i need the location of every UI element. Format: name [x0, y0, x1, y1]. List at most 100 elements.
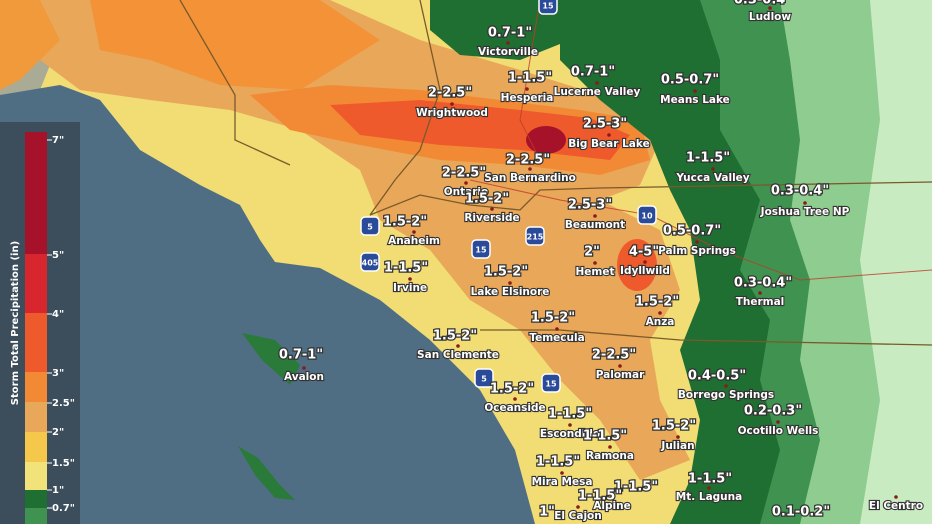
precip-amount: 2.5-3" [568, 198, 612, 213]
city-name: Palm Springs [658, 245, 736, 257]
legend-swatch [25, 490, 47, 508]
city-dot [525, 87, 529, 91]
highway-shield [541, 373, 561, 393]
city-name: Anaheim [388, 235, 440, 247]
legend-bar [25, 132, 47, 524]
legend-label: 1" [52, 485, 64, 496]
zone-green-dark [430, 0, 570, 60]
precip-amount: 1.5-2" [531, 311, 575, 326]
city-dot [456, 344, 460, 348]
island [242, 333, 300, 385]
highway-number: 5 [481, 375, 487, 384]
city-dot [707, 486, 711, 490]
city-dot [576, 505, 580, 509]
precip-amount: 2-2.5" [428, 86, 472, 101]
legend-swatch [25, 462, 47, 490]
road [519, 0, 541, 161]
precip-amount: 1" [539, 505, 555, 520]
highway-shield [637, 205, 657, 225]
city-name: Means Lake [660, 94, 730, 106]
city-dot [643, 260, 647, 264]
boundary [369, 0, 441, 216]
precip-amount: 0.7-1" [488, 26, 532, 41]
city-dot [412, 230, 416, 234]
city-dot [610, 495, 614, 499]
city-name: Lucerne Valley [554, 86, 641, 98]
city-name: Ramona [586, 450, 634, 462]
highway-number: 10 [641, 212, 653, 221]
highway-shield [538, 0, 558, 15]
city-name: Hemet [576, 266, 615, 278]
legend-swatch [25, 508, 47, 524]
precip-amount: 2-2.5" [592, 348, 636, 363]
precip-amount: 1.5-2" [383, 215, 427, 230]
boundary [369, 181, 932, 216]
precip-amount: 0.5-0.7" [663, 224, 721, 239]
city-name: Irvine [393, 282, 427, 294]
precip-amount: 1-1.5" [686, 151, 730, 166]
legend-swatch [25, 432, 47, 462]
zone-orange [0, 0, 60, 90]
city-name: Wrightwood [416, 107, 488, 119]
legend-label: 2.5" [52, 398, 75, 409]
precip-amount: 1.5-2" [433, 329, 477, 344]
city-name: San Clemente [417, 349, 499, 361]
boundary [179, 0, 291, 166]
city-dot [894, 495, 898, 499]
city-name: Escondido [540, 428, 600, 440]
precip-amount: 4-5" [629, 245, 659, 260]
highway-number: 5 [367, 223, 373, 232]
legend-swatch [25, 372, 47, 402]
city-dot [595, 81, 599, 85]
boundary [480, 329, 932, 346]
precip-amount: 1.5-2" [490, 382, 534, 397]
legend-swatch [25, 402, 47, 432]
highway-number: 405 [362, 259, 379, 268]
city-name: Hesperia [501, 92, 554, 104]
city-dot [776, 420, 780, 424]
city-dot [693, 89, 697, 93]
city-name: Julian [660, 440, 694, 452]
precip-amount: 1.5-2" [465, 192, 509, 207]
legend-label: 2" [52, 427, 64, 438]
precip-amount: 1-1.5" [583, 429, 627, 444]
city-name: Ocotillo Wells [738, 425, 819, 437]
precip-amount: 0.2-0.3" [744, 404, 802, 419]
city-name: Anza [646, 316, 675, 328]
city-dot [618, 364, 622, 368]
city-dot [450, 102, 454, 106]
city-name: Victorville [478, 46, 538, 58]
city-name: Ontario [444, 186, 489, 198]
city-dot [528, 167, 532, 171]
city-name: Joshua Tree NP [760, 206, 850, 218]
city-dot [803, 201, 807, 205]
precip-amount: 1.5-2" [652, 419, 696, 434]
legend-title: Storm Total Precipitation (in) [10, 241, 21, 405]
city-dot [490, 207, 494, 211]
city-name: Idyllwild [620, 265, 670, 277]
city-name: Oceanside [484, 402, 545, 414]
precip-amount: 0.3-0.4" [734, 276, 792, 291]
city-name: Alpine [593, 500, 630, 512]
precip-amount: 1.5-2" [484, 265, 528, 280]
city-dot [555, 327, 559, 331]
city-dot [695, 240, 699, 244]
precip-amount: 1-1.5" [384, 261, 428, 276]
legend-label: 1.5" [52, 458, 75, 469]
city-dot [608, 445, 612, 449]
zone-green-lightest [860, 0, 932, 524]
legend-swatch [25, 313, 47, 372]
precip-amount: 2.5-3" [583, 117, 627, 132]
city-dot [302, 366, 306, 370]
legend-label: 3" [52, 368, 64, 379]
city-name: Borrego Springs [678, 389, 774, 401]
legend-swatch [25, 254, 47, 313]
zone-2-5-3 [90, 0, 380, 90]
highway-shield [471, 239, 491, 259]
highway-number: 15 [545, 380, 557, 389]
highway-shield [360, 216, 380, 236]
legend-swatch [25, 132, 47, 254]
highway-shield [525, 226, 545, 246]
city-dot [513, 397, 517, 401]
city-dot [508, 281, 512, 285]
